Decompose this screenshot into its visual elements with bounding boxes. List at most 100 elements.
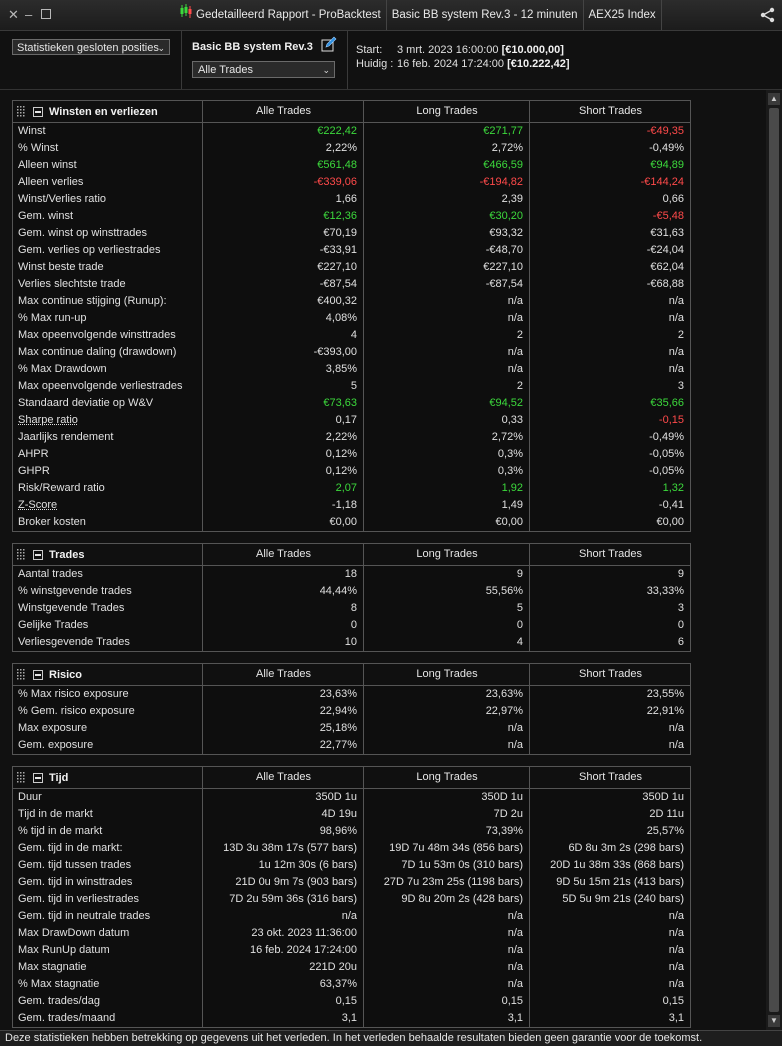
- current-capital: [€10.222,42]: [507, 58, 570, 70]
- share-icon[interactable]: [760, 7, 776, 26]
- cell-value: 18: [344, 568, 357, 580]
- cell-value: n/a: [668, 295, 684, 307]
- row-label: % Gem. risico exposure: [18, 705, 135, 717]
- table-row: Gem. winst €12,36 €30,20 -€5,48: [13, 208, 690, 225]
- row-label: % Max risico exposure: [18, 688, 129, 700]
- tab-report-label: Gedetailleerd Rapport - ProBacktest: [196, 9, 381, 22]
- tab-system[interactable]: Basic BB system Rev.3 - 12 minuten: [385, 0, 583, 30]
- cell-value: €400,32: [317, 295, 357, 307]
- minimize-icon[interactable]: –: [25, 7, 33, 22]
- table-row: Gem. trades/dag 0,15 0,15 0,15: [13, 993, 690, 1010]
- cell-value: n/a: [507, 295, 523, 307]
- table-row: Gem. tijd in verliestrades 7D 2u 59m 36s …: [13, 891, 690, 908]
- row-label: Max stagnatie: [18, 961, 87, 973]
- cell-value: 23,63%: [485, 688, 523, 700]
- cell-value: 20D 1u 38m 33s (868 bars): [550, 859, 684, 871]
- cell-value: 7D 2u: [493, 808, 523, 820]
- scroll-up-icon[interactable]: ▲: [768, 93, 780, 105]
- cell-value: n/a: [668, 346, 684, 358]
- table-row: % Gem. risico exposure 22,94% 22,97% 22,91%: [13, 703, 690, 720]
- drag-handle-icon[interactable]: [17, 101, 31, 122]
- cell-value: 3: [677, 380, 684, 392]
- row-label: Gem. winst: [18, 210, 74, 222]
- cell-value: 7D 1u 53m 0s (310 bars): [401, 859, 523, 871]
- cell-value: 23 okt. 2023 11:36:00: [251, 927, 357, 939]
- cell-value: 0,3%: [497, 465, 523, 477]
- cell-value: 9: [677, 568, 684, 580]
- cell-value: 25,18%: [319, 722, 357, 734]
- collapse-icon[interactable]: [33, 106, 43, 117]
- table-row: Gem. verlies op verliestrades -€33,91 -€48…: [13, 242, 690, 259]
- start-value: 3 mrt. 2023 16:00:00 [€10.000,00]: [397, 44, 564, 56]
- row-label: Gem. tijd in verliestrades: [18, 893, 140, 905]
- table-row: Aantal trades 18 9 9: [13, 566, 690, 583]
- column-divider: [363, 788, 364, 1027]
- section-header: Risico Alle Trades Long Trades Short Trades: [13, 664, 690, 686]
- vertical-scrollbar[interactable]: ▲ ▼: [766, 90, 782, 1030]
- cell-value: 16 feb. 2024 17:24:00: [249, 944, 357, 956]
- table-row: Gem. tijd in de markt: 13D 3u 38m 17s (57…: [13, 840, 690, 857]
- cell-value: n/a: [507, 927, 523, 939]
- cell-value: 0,12%: [325, 465, 357, 477]
- tab-report[interactable]: Gedetailleerd Rapport - ProBacktest: [175, 0, 386, 30]
- row-label: Verliesgevende Trades: [18, 636, 130, 648]
- section-3: Tijd Alle Trades Long Trades Short Trades Du…: [12, 766, 691, 1028]
- table-row: Gem. trades/maand 3,1 3,1 3,1: [13, 1010, 690, 1027]
- cell-value: 98,96%: [319, 825, 357, 837]
- trades-filter-select[interactable]: Alle Trades ⌄: [192, 61, 335, 78]
- cell-value: €12,36: [323, 210, 357, 222]
- cell-value: n/a: [668, 739, 684, 751]
- drag-handle-icon[interactable]: [17, 767, 31, 788]
- collapse-icon[interactable]: [33, 549, 43, 560]
- column-header: Short Trades: [529, 101, 691, 122]
- table-row: Gem. tijd in neutrale trades n/a n/a n/a: [13, 908, 690, 925]
- edit-icon[interactable]: [321, 36, 337, 55]
- row-label: Max DrawDown datum: [18, 927, 130, 939]
- column-divider: [202, 122, 203, 531]
- cell-value: 9D 8u 20m 2s (428 bars): [401, 893, 523, 905]
- cell-value: -€49,35: [646, 125, 684, 137]
- row-label: Winst beste trade: [18, 261, 104, 273]
- column-divider: [202, 788, 203, 1027]
- column-header: Alle Trades: [202, 767, 364, 788]
- column-header: Alle Trades: [202, 544, 364, 565]
- cell-value: 6D 8u 3m 2s (298 bars): [568, 842, 684, 854]
- close-icon[interactable]: ✕: [8, 7, 19, 22]
- help-link[interactable]: Sharpe ratio: [18, 414, 78, 426]
- drag-handle-icon[interactable]: [17, 544, 31, 565]
- scroll-down-icon[interactable]: ▼: [768, 1015, 780, 1027]
- cell-value: -€33,91: [319, 244, 357, 256]
- collapse-icon[interactable]: [33, 669, 43, 680]
- cell-value: n/a: [668, 312, 684, 324]
- maximize-icon[interactable]: [41, 7, 51, 23]
- section-title: Risico: [49, 668, 83, 681]
- chevron-down-icon: ⌄: [322, 65, 330, 75]
- cell-value: 0,33: [501, 414, 523, 426]
- row-label: % Winst: [18, 142, 59, 154]
- tab-instrument[interactable]: AEX25 Index: [582, 0, 662, 30]
- cell-value: 63,37%: [319, 978, 357, 990]
- row-label: Duur: [18, 791, 42, 803]
- cell-value: 2,39: [501, 193, 523, 205]
- cell-value: 6: [677, 636, 684, 648]
- statistics-content: Winsten en verliezen Alle Trades Long Trad…: [0, 90, 766, 1030]
- cell-value: 2,22%: [325, 142, 357, 154]
- table-row: Gem. tijd tussen trades 1u 12m 30s (6 bar…: [13, 857, 690, 874]
- cell-value: n/a: [668, 363, 684, 375]
- cell-value: 2: [516, 329, 523, 341]
- cell-value: -€339,06: [313, 176, 357, 188]
- row-label: Max opeenvolgende winsttrades: [18, 329, 176, 341]
- divider: [347, 31, 348, 89]
- column-divider: [363, 685, 364, 754]
- cell-value: 0,3%: [497, 448, 523, 460]
- row-label: GHPR: [18, 465, 50, 477]
- column-divider: [363, 122, 364, 531]
- row-label: Max opeenvolgende verliestrades: [18, 380, 183, 392]
- help-link[interactable]: Z-Score: [18, 499, 58, 511]
- statistics-select[interactable]: Statistieken gesloten posities ⌄: [12, 39, 170, 55]
- row-label: Winst: [18, 125, 46, 137]
- collapse-icon[interactable]: [33, 772, 43, 783]
- table-row: Gelijke Trades 0 0 0: [13, 617, 690, 634]
- scrollbar-thumb[interactable]: [769, 108, 779, 1012]
- drag-handle-icon[interactable]: [17, 664, 31, 685]
